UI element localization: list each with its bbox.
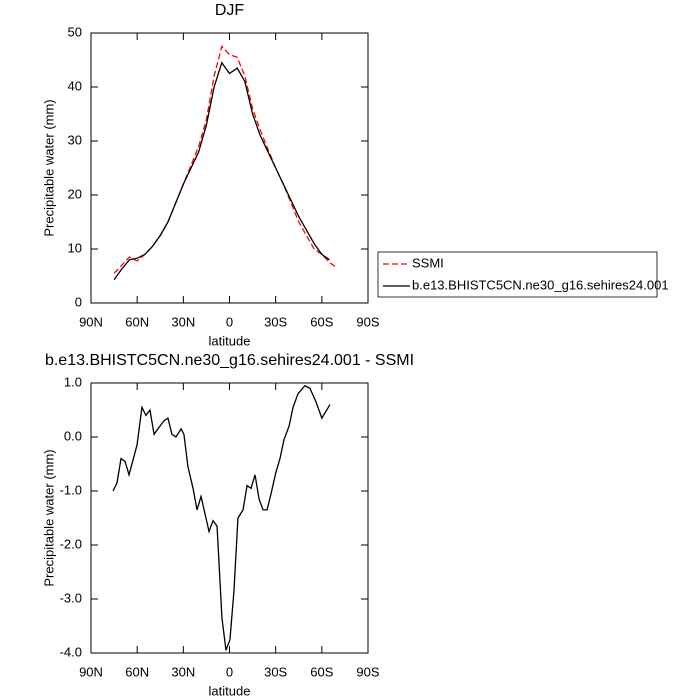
y-tick-label: 0 [75, 294, 82, 309]
y-axis-label: Precipitable water (mm) [41, 449, 56, 586]
plot-frame [90, 382, 369, 654]
x-axis-label: latitude [209, 333, 251, 348]
legend-box [377, 251, 658, 298]
y-tick-label: 10 [68, 240, 82, 255]
x-tick-label: 90N [79, 314, 103, 329]
legend-label: SSMI [412, 255, 444, 270]
x-tick-label: 60N [125, 664, 149, 679]
x-tick-label: 60S [310, 314, 333, 329]
chart-title: b.e13.BHISTC5CN.ne30_g16.sehires24.001 -… [45, 352, 414, 369]
x-tick-label: 30N [171, 664, 195, 679]
x-tick-label: 90N [79, 664, 103, 679]
y-tick-label: 1.0 [64, 374, 82, 389]
data-line [112, 384, 331, 651]
y-tick-label: 30 [68, 132, 82, 147]
y-tick-label: -4.0 [60, 644, 82, 659]
x-tick-label: 30N [171, 314, 195, 329]
y-tick-label: -3.0 [60, 590, 82, 605]
y-tick-label: 0.0 [64, 428, 82, 443]
x-axis-label: latitude [209, 683, 251, 698]
chart-title: DJF [215, 2, 245, 19]
data-line [113, 45, 338, 274]
x-tick-label: 60S [310, 664, 333, 679]
y-tick-label: 20 [68, 186, 82, 201]
x-tick-label: 30S [264, 664, 287, 679]
x-tick-label: 0 [226, 314, 233, 329]
x-tick-label: 60N [125, 314, 149, 329]
y-tick-label: -1.0 [60, 482, 82, 497]
x-tick-label: 30S [264, 314, 287, 329]
y-tick-label: 40 [68, 78, 82, 93]
x-tick-label: 90S [356, 664, 379, 679]
y-tick-label: 50 [68, 24, 82, 39]
x-tick-label: 0 [226, 664, 233, 679]
y-axis-label: Precipitable water (mm) [41, 99, 56, 236]
y-tick-label: -2.0 [60, 536, 82, 551]
x-tick-label: 90S [356, 314, 379, 329]
data-line [113, 61, 330, 281]
legend-label: b.e13.BHISTC5CN.ne30_g16.sehires24.001 [412, 277, 669, 292]
